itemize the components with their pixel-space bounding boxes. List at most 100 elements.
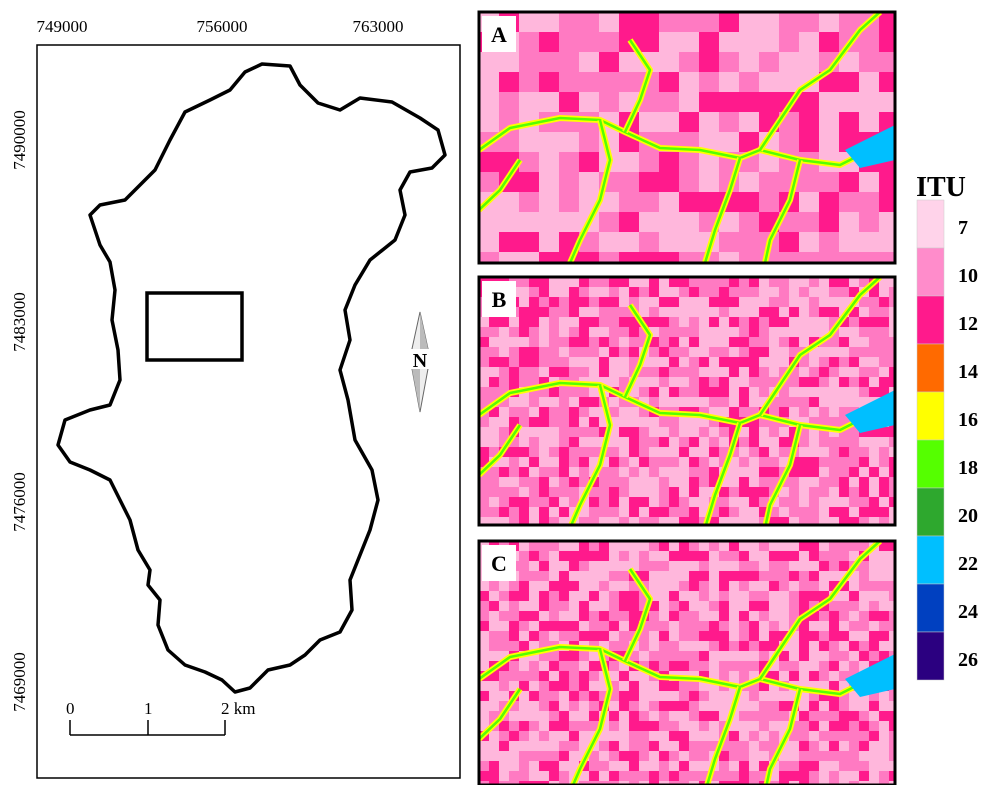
raster-cell bbox=[559, 741, 569, 751]
raster-cell bbox=[849, 347, 859, 357]
raster-cell bbox=[679, 437, 689, 447]
raster-cell bbox=[539, 751, 549, 761]
raster-cell bbox=[759, 367, 769, 377]
raster-cell bbox=[649, 561, 659, 571]
raster-cell bbox=[669, 651, 679, 661]
raster-cell bbox=[849, 581, 859, 591]
raster-cell bbox=[569, 721, 579, 731]
raster-cell bbox=[509, 477, 519, 487]
raster-cell bbox=[579, 731, 589, 741]
raster-cell bbox=[629, 671, 639, 681]
raster-cell bbox=[639, 551, 649, 561]
raster-cell bbox=[819, 661, 829, 671]
raster-cell bbox=[679, 591, 689, 601]
raster-cell bbox=[709, 551, 719, 561]
raster-cell bbox=[539, 611, 549, 621]
raster-cell bbox=[619, 52, 639, 72]
raster-cell bbox=[539, 731, 549, 741]
raster-cell bbox=[489, 741, 499, 751]
raster-cell bbox=[789, 397, 799, 407]
raster-cell bbox=[519, 561, 529, 571]
raster-cell bbox=[579, 581, 589, 591]
raster-cell bbox=[819, 497, 829, 507]
raster-cell bbox=[569, 741, 579, 751]
raster-cell bbox=[779, 661, 789, 671]
raster-cell bbox=[709, 561, 719, 571]
raster-cell bbox=[489, 367, 499, 377]
raster-cell bbox=[849, 631, 859, 641]
raster-cell bbox=[659, 387, 669, 397]
raster-cell bbox=[799, 581, 809, 591]
raster-cell bbox=[489, 477, 499, 487]
raster-cell bbox=[669, 751, 679, 761]
raster-cell bbox=[649, 621, 659, 631]
raster-cell bbox=[549, 691, 559, 701]
raster-cell bbox=[649, 761, 659, 771]
raster-cell bbox=[809, 507, 819, 517]
raster-cell bbox=[619, 611, 629, 621]
raster-cell bbox=[539, 571, 549, 581]
raster-cell bbox=[749, 297, 759, 307]
raster-cell bbox=[739, 661, 749, 671]
raster-cell bbox=[579, 367, 589, 377]
raster-cell bbox=[529, 671, 539, 681]
raster-cell bbox=[649, 551, 659, 561]
raster-cell bbox=[829, 601, 839, 611]
raster-cell bbox=[529, 731, 539, 741]
raster-cell bbox=[639, 212, 659, 232]
raster-cell bbox=[839, 591, 849, 601]
raster-cell bbox=[599, 581, 609, 591]
raster-cell bbox=[529, 337, 539, 347]
raster-cell bbox=[699, 701, 709, 711]
raster-cell bbox=[609, 701, 619, 711]
raster-cell bbox=[669, 691, 679, 701]
raster-cell bbox=[559, 487, 569, 497]
raster-cell bbox=[849, 397, 859, 407]
raster-cell bbox=[509, 771, 519, 781]
raster-cell bbox=[839, 397, 849, 407]
raster-cell bbox=[639, 287, 649, 297]
raster-cell bbox=[559, 691, 569, 701]
raster-cell bbox=[659, 337, 669, 347]
raster-cell bbox=[539, 327, 549, 337]
raster-cell bbox=[769, 327, 779, 337]
raster-cell bbox=[869, 711, 879, 721]
raster-cell bbox=[519, 701, 529, 711]
raster-cell bbox=[559, 601, 569, 611]
raster-cell bbox=[619, 337, 629, 347]
raster-cell bbox=[649, 437, 659, 447]
raster-cell bbox=[849, 487, 859, 497]
raster-cell bbox=[689, 387, 699, 397]
raster-cell bbox=[559, 297, 569, 307]
raster-cell bbox=[579, 721, 589, 731]
raster-cell bbox=[839, 192, 859, 212]
raster-cell bbox=[669, 317, 679, 327]
raster-cell bbox=[819, 387, 829, 397]
raster-cell bbox=[509, 507, 519, 517]
raster-cell bbox=[599, 327, 609, 337]
raster-cell bbox=[489, 417, 499, 427]
raster-cell bbox=[859, 337, 869, 347]
raster-cell bbox=[509, 581, 519, 591]
raster-cell bbox=[689, 377, 699, 387]
raster-cell bbox=[759, 721, 769, 731]
raster-cell bbox=[679, 287, 689, 297]
raster-cell bbox=[849, 731, 859, 741]
raster-cell bbox=[739, 721, 749, 731]
raster-cell bbox=[809, 297, 819, 307]
raster-cell bbox=[839, 551, 849, 561]
raster-cell bbox=[839, 641, 849, 651]
raster-cell bbox=[709, 377, 719, 387]
raster-cell bbox=[519, 337, 529, 347]
raster-cell bbox=[539, 347, 549, 357]
raster-cell bbox=[619, 771, 629, 781]
raster-cell bbox=[679, 721, 689, 731]
y-coordinate-label: 7469000 bbox=[10, 652, 29, 712]
itu-raster-panel bbox=[479, 277, 899, 528]
raster-cell bbox=[519, 571, 529, 581]
raster-cell bbox=[559, 32, 579, 52]
raster-cell bbox=[659, 731, 669, 741]
raster-cell bbox=[769, 287, 779, 297]
raster-cell bbox=[869, 347, 879, 357]
raster-cell bbox=[669, 327, 679, 337]
